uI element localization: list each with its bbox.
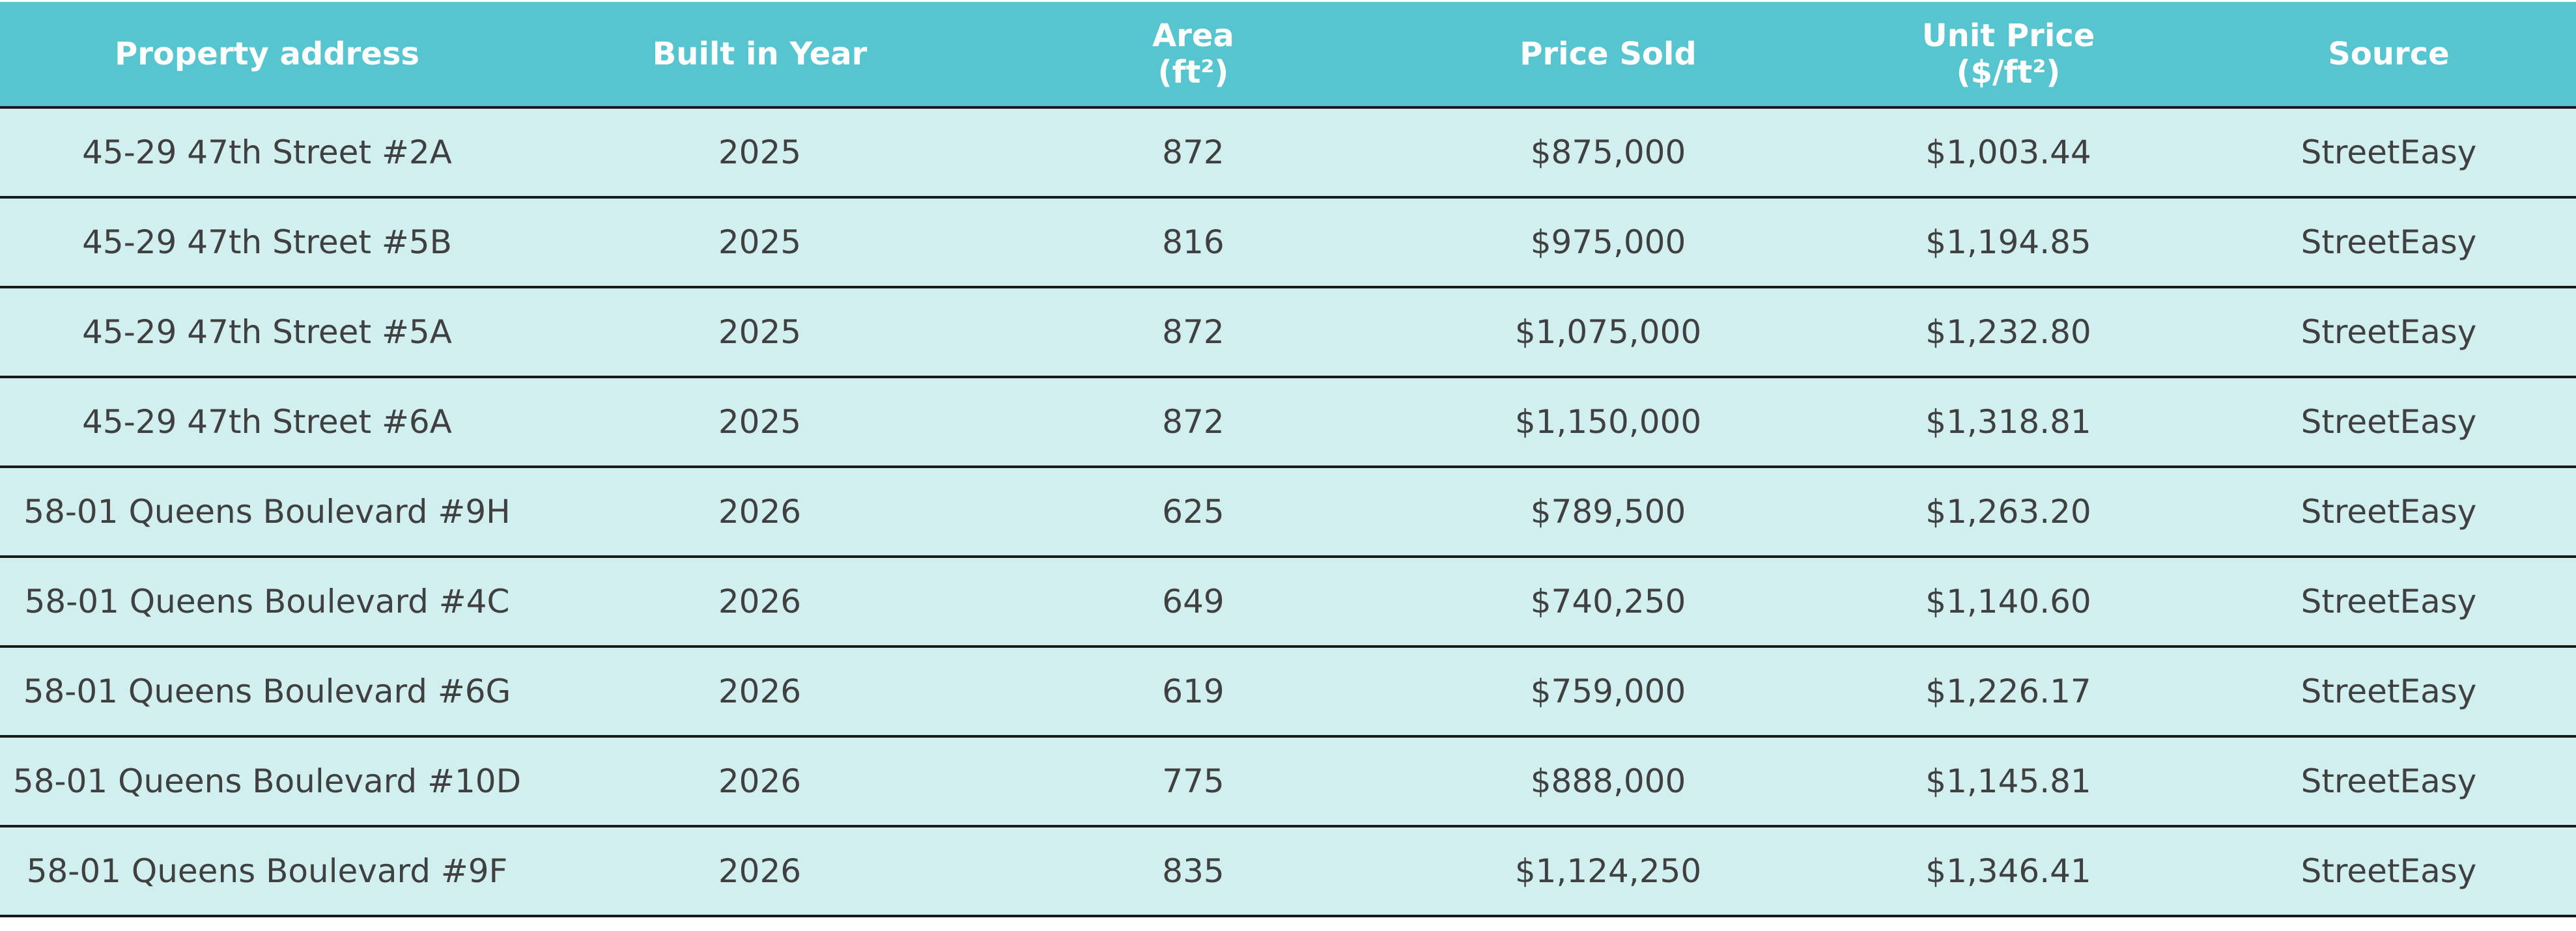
table-cell: 2026 <box>534 467 985 558</box>
column-header: Area (ft²) <box>985 2 1401 109</box>
table-cell: 45-29 47th Street #5A <box>0 287 534 378</box>
table-cell: $1,318.81 <box>1815 377 2201 468</box>
table-cell: $1,232.80 <box>1815 287 2201 378</box>
table-cell: StreetEasy <box>2201 467 2576 558</box>
table-cell: StreetEasy <box>2201 646 2576 738</box>
table-cell: 835 <box>985 826 1401 917</box>
table-cell: 2025 <box>534 197 985 288</box>
table-cell: StreetEasy <box>2201 557 2576 648</box>
table-cell: 816 <box>985 197 1401 288</box>
table-cell: 2025 <box>534 107 985 199</box>
table-cell: 2026 <box>534 826 985 917</box>
table-cell: 45-29 47th Street #2A <box>0 107 534 199</box>
table-cell: 2025 <box>534 287 985 378</box>
table-cell: $975,000 <box>1401 197 1815 288</box>
table-row: 45-29 47th Street #2A 2025 872 $875,000 $1,0… <box>0 107 2576 199</box>
table-cell: 58-01 Queens Boulevard #9F <box>0 826 534 917</box>
table-cell: $1,124,250 <box>1401 826 1815 917</box>
table-cell: 45-29 47th Street #6A <box>0 377 534 468</box>
table-body: 45-29 47th Street #2A 2025 872 $875,000 $1,0… <box>0 107 2576 917</box>
table-cell: $1,226.17 <box>1815 646 2201 738</box>
table-row: 58-01 Queens Boulevard #4C 2026 649 $740,25… <box>0 557 2576 648</box>
table-cell: $740,250 <box>1401 557 1815 648</box>
table-cell: 872 <box>985 287 1401 378</box>
table-cell: 619 <box>985 646 1401 738</box>
table-cell: StreetEasy <box>2201 107 2576 199</box>
table-cell: 58-01 Queens Boulevard #10D <box>0 736 534 827</box>
table-cell: 2026 <box>534 736 985 827</box>
table-row: 45-29 47th Street #6A 2025 872 $1,150,000 $1… <box>0 377 2576 468</box>
table-row: 45-29 47th Street #5B 2025 816 $975,000 $1,1… <box>0 197 2576 288</box>
table-cell: StreetEasy <box>2201 736 2576 827</box>
header-row: Property address Built in Year Area (ft²) P… <box>0 2 2576 109</box>
column-header: Source <box>2201 2 2576 109</box>
column-header: Property address <box>0 2 534 109</box>
table-cell: $759,000 <box>1401 646 1815 738</box>
table-cell: 45-29 47th Street #5B <box>0 197 534 288</box>
table-cell: StreetEasy <box>2201 197 2576 288</box>
table-cell: $1,150,000 <box>1401 377 1815 468</box>
column-header: Built in Year <box>534 2 985 109</box>
table-cell: $1,263.20 <box>1815 467 2201 558</box>
table-row: 58-01 Queens Boulevard #9F 2026 835 $1,124,… <box>0 826 2576 917</box>
table-row: 45-29 47th Street #5A 2025 872 $1,075,000 $1… <box>0 287 2576 378</box>
table-row: 58-01 Queens Boulevard #10D 2026 775 $888,0… <box>0 736 2576 827</box>
table-row: 58-01 Queens Boulevard #6G 2026 619 $759,00… <box>0 646 2576 738</box>
table-cell: 872 <box>985 107 1401 199</box>
table-cell: 2026 <box>534 646 985 738</box>
table-cell: 649 <box>985 557 1401 648</box>
table-cell: $789,500 <box>1401 467 1815 558</box>
table-cell: 58-01 Queens Boulevard #9H <box>0 467 534 558</box>
table-cell: 625 <box>985 467 1401 558</box>
table-row: 58-01 Queens Boulevard #9H 2026 625 $789,50… <box>0 467 2576 558</box>
column-header: Price Sold <box>1401 2 1815 109</box>
table-cell: 2026 <box>534 557 985 648</box>
column-header: Unit Price ($/ft²) <box>1815 2 2201 109</box>
table-cell: 58-01 Queens Boulevard #6G <box>0 646 534 738</box>
table-cell: $1,346.41 <box>1815 826 2201 917</box>
table-cell: StreetEasy <box>2201 287 2576 378</box>
table-cell: $888,000 <box>1401 736 1815 827</box>
table-cell: $875,000 <box>1401 107 1815 199</box>
table-cell: StreetEasy <box>2201 377 2576 468</box>
table-cell: $1,145.81 <box>1815 736 2201 827</box>
table-cell: StreetEasy <box>2201 826 2576 917</box>
table-cell: 2025 <box>534 377 985 468</box>
table-cell: $1,003.44 <box>1815 107 2201 199</box>
table-cell: 58-01 Queens Boulevard #4C <box>0 557 534 648</box>
table-cell: $1,075,000 <box>1401 287 1815 378</box>
table-cell: 775 <box>985 736 1401 827</box>
table-cell: 872 <box>985 377 1401 468</box>
table-cell: $1,140.60 <box>1815 557 2201 648</box>
table-cell: $1,194.85 <box>1815 197 2201 288</box>
